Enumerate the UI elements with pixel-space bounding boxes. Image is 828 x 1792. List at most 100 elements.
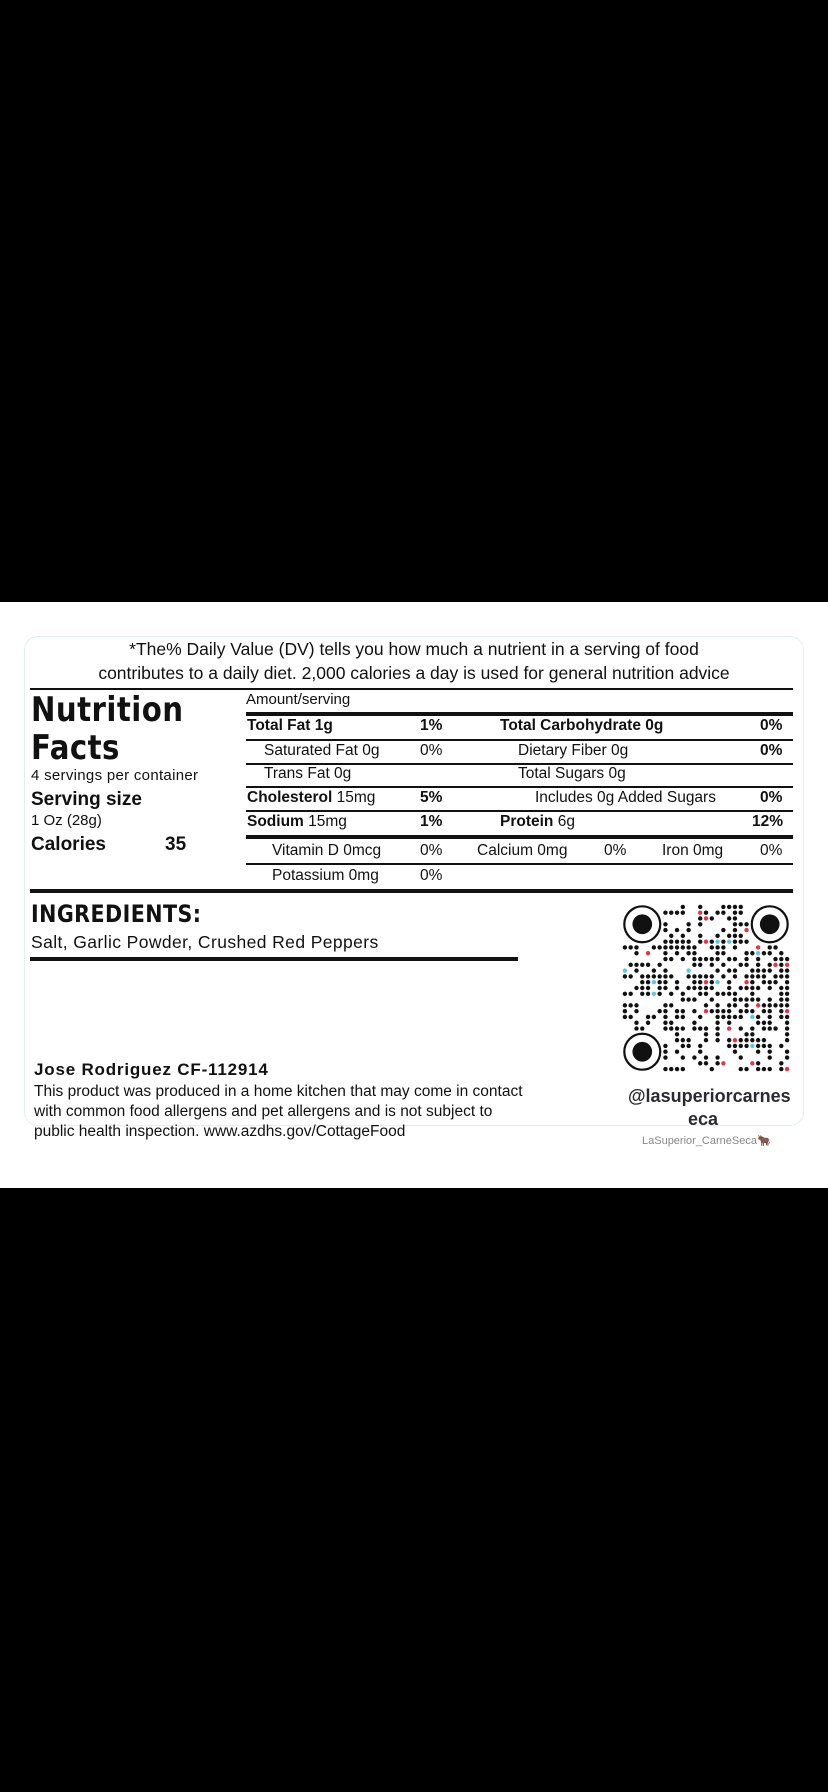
- qr-module: [744, 1043, 749, 1049]
- qr-module: [750, 968, 755, 973]
- qr-module: [634, 968, 639, 973]
- qr-module: [738, 1037, 743, 1043]
- total-fat-dv: 1%: [420, 717, 443, 734]
- qr-module: [628, 962, 633, 968]
- rule: [246, 739, 793, 741]
- sat-fat: Saturated Fat 0g: [264, 742, 380, 759]
- qr-module: [663, 974, 668, 979]
- qr-module: [732, 933, 738, 939]
- qr-module: [709, 962, 714, 968]
- qr-module: [709, 974, 714, 979]
- qr-module: [784, 956, 790, 962]
- ingredients-text: Salt, Garlic Powder, Crushed Red Peppers: [31, 932, 379, 952]
- qr-module: [732, 956, 738, 962]
- qr-module: [726, 1020, 732, 1025]
- qr-module: [767, 985, 772, 991]
- qr-module: [634, 1026, 639, 1031]
- qr-module: [738, 1055, 743, 1060]
- qr-module: [715, 1020, 720, 1025]
- qr-module: [709, 1066, 714, 1072]
- qr-module: [698, 933, 703, 939]
- producer-name: Jose Rodriguez CF-112914: [34, 1060, 269, 1079]
- qr-module: [703, 1037, 709, 1043]
- qr-module: [680, 1043, 686, 1049]
- qr-module: [703, 1008, 709, 1014]
- qr-module: [744, 962, 749, 968]
- qr-module: [738, 1026, 743, 1031]
- ingredients-heading: INGREDIENTS:: [31, 900, 202, 928]
- qr-module: [715, 1026, 720, 1031]
- qr-module: [721, 962, 726, 968]
- qr-module: [669, 1026, 674, 1031]
- qr-module: [692, 962, 697, 968]
- qr-module: [663, 1008, 668, 1014]
- qr-module: [715, 933, 720, 939]
- qr-module: [674, 985, 680, 991]
- qr-module: [773, 962, 778, 968]
- qr-module: [738, 1066, 743, 1072]
- qr-module: [663, 1066, 668, 1072]
- qr-module: [703, 991, 709, 996]
- qr-module: [726, 933, 732, 939]
- qr-module: [674, 910, 680, 915]
- qr-module: [784, 1003, 790, 1008]
- qr-module: [773, 974, 778, 979]
- qr-module: [744, 1032, 749, 1037]
- qr-module: [698, 980, 703, 985]
- qr-module: [721, 1008, 726, 1014]
- qr-module: [651, 1014, 657, 1020]
- qr-module: [726, 904, 732, 910]
- qr-module: [663, 1055, 668, 1060]
- qr-module: [698, 962, 703, 968]
- qr-module: [732, 916, 738, 921]
- qr-module: [779, 991, 784, 996]
- qr-module: [686, 1043, 691, 1049]
- qr-module: [680, 939, 686, 944]
- qr-module: [767, 945, 772, 950]
- qr-module: [784, 985, 790, 991]
- qr-module: [761, 1037, 767, 1043]
- qr-module: [622, 974, 628, 979]
- qr-module: [755, 962, 761, 968]
- label-sheet: *The% Daily Value (DV) tells you how muc…: [0, 602, 828, 1188]
- qr-module: [674, 1014, 680, 1020]
- qr-module: [773, 945, 778, 950]
- thick-rule: [246, 712, 793, 716]
- qr-module: [634, 1008, 639, 1014]
- rule: [246, 763, 793, 765]
- qr-module: [732, 1003, 738, 1008]
- qr-module: [767, 997, 772, 1002]
- qr-module: [750, 1008, 755, 1014]
- qr-module: [698, 985, 703, 991]
- qr-module: [744, 980, 749, 985]
- qr-module: [686, 974, 691, 979]
- qr-module: [680, 945, 686, 950]
- qr-module: [680, 991, 686, 996]
- qr-module: [692, 951, 697, 956]
- qr-module: [651, 945, 657, 950]
- qr-module: [657, 962, 662, 968]
- qr-module: [622, 991, 628, 996]
- qr-module: [645, 991, 651, 996]
- qr-code-icon[interactable]: [622, 904, 790, 1072]
- qr-module: [721, 904, 726, 910]
- qr-finder: [623, 1032, 662, 1071]
- qr-module: [640, 974, 645, 979]
- amount-per-serving: Amount/serving: [246, 691, 351, 708]
- qr-module: [784, 962, 790, 968]
- qr-module: [709, 939, 714, 944]
- qr-module: [750, 985, 755, 991]
- qr-module: [732, 939, 738, 944]
- qr-module: [686, 985, 691, 991]
- qr-module: [692, 1020, 697, 1025]
- qr-module: [663, 980, 668, 985]
- qr-module: [755, 1020, 761, 1025]
- qr-module: [773, 980, 778, 985]
- qr-module: [779, 962, 784, 968]
- qr-module: [709, 985, 714, 991]
- qr-module: [744, 1037, 749, 1043]
- sat-fat-dv: 0%: [420, 742, 443, 759]
- qr-module: [680, 904, 686, 910]
- qr-module: [755, 1003, 761, 1008]
- qr-module: [663, 910, 668, 915]
